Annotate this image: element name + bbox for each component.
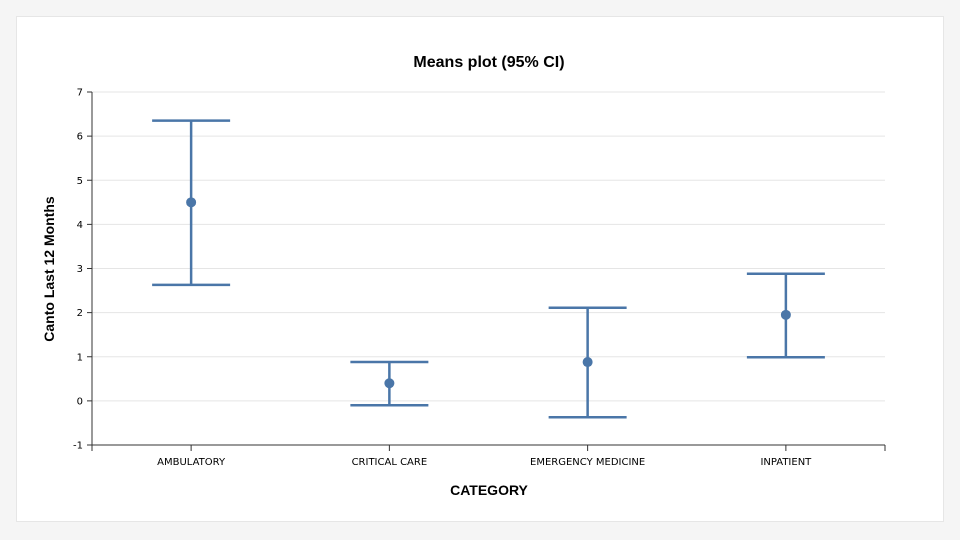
y-tick-label: 4: [77, 220, 83, 231]
means-plot-chart: Means plot (95% CI) -1 0 1 2 3 4 5 6 7 AMBULATOR…: [41, 54, 886, 498]
x-ticks: AMBULATORY CRITICAL CARE EMERGENCY MEDICIN…: [91, 445, 886, 468]
x-tick-label: CRITICAL CARE: [352, 457, 428, 468]
y-tick-label: 1: [77, 352, 83, 363]
x-tick-label: INPATIENT: [760, 457, 812, 468]
x-tick-label: AMBULATORY: [157, 457, 226, 468]
mean-point: [384, 378, 395, 389]
y-tick-label: 3: [77, 264, 83, 275]
mean-point: [186, 197, 197, 208]
y-tick-label: 5: [77, 176, 83, 187]
y-tick-label: 2: [77, 308, 83, 319]
x-axis-title: CATEGORY: [450, 482, 528, 498]
mean-point: [780, 309, 791, 320]
x-tick-label: EMERGENCY MEDICINE: [530, 457, 645, 468]
chart-title: Means plot (95% CI): [413, 54, 564, 71]
mean-point: [582, 357, 593, 368]
y-tick-label: 6: [77, 132, 83, 143]
y-ticks: -1 0 1 2 3 4 5 6 7: [73, 88, 92, 452]
grid-lines: [92, 91, 885, 402]
y-tick-label: 0: [77, 396, 83, 407]
y-tick-label: -1: [73, 441, 83, 452]
y-axis-title: Canto Last 12 Months: [41, 196, 57, 342]
error-bars: [152, 119, 825, 419]
chart-card: Means plot (95% CI) -1 0 1 2 3 4 5 6 7 AMBULATOR…: [16, 16, 944, 522]
y-tick-label: 7: [77, 88, 83, 99]
